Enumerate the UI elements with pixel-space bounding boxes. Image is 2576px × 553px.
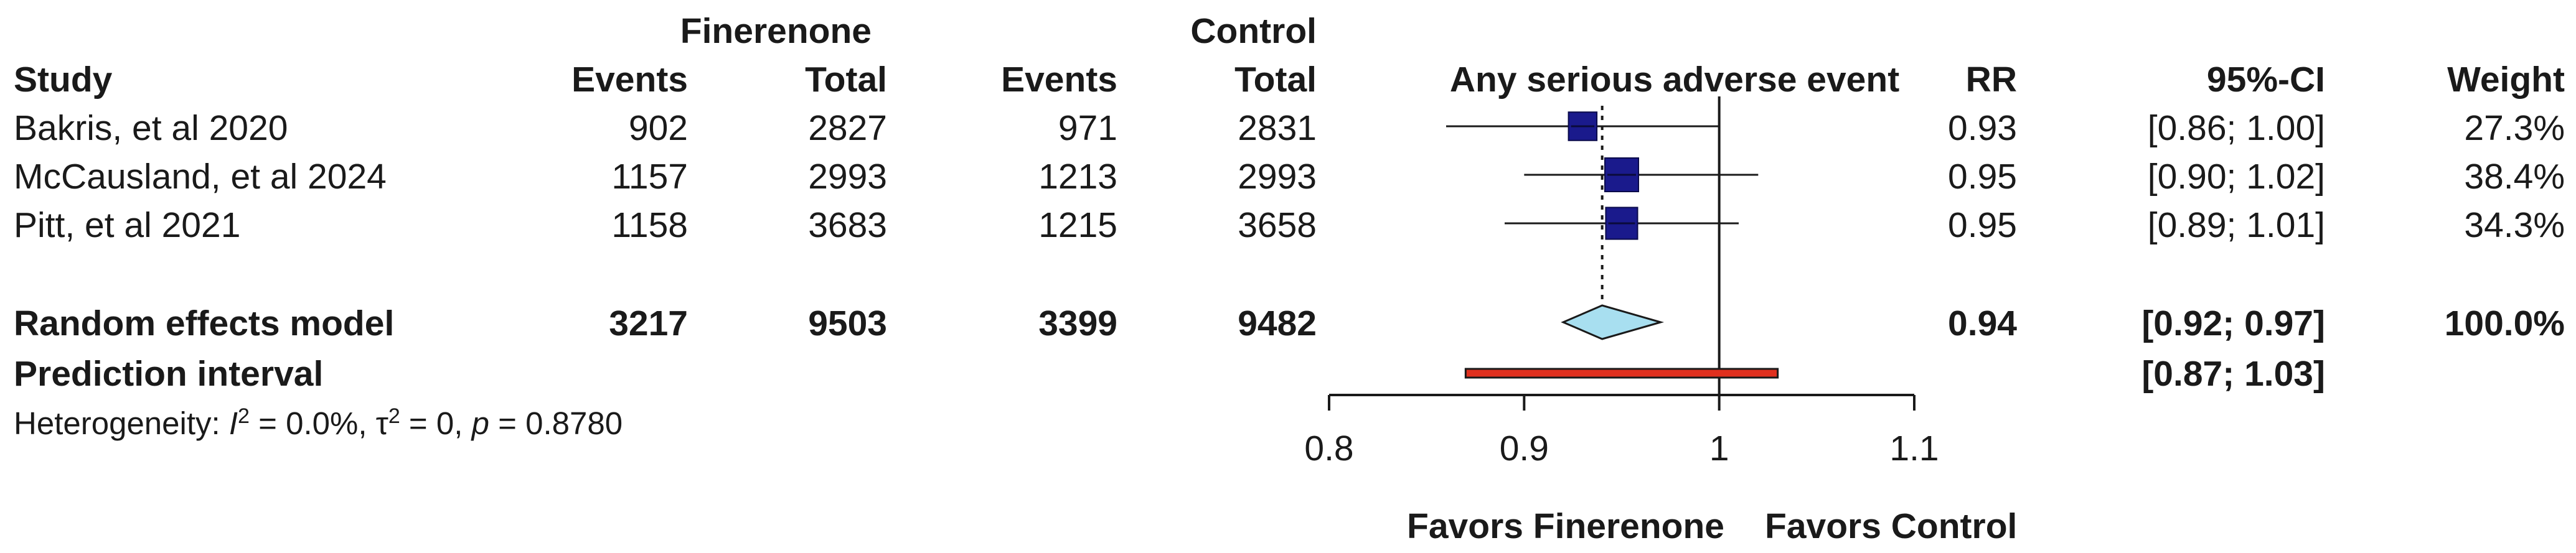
ci-cell: [0.86; 1.00]	[2147, 108, 2325, 148]
rr-cell: 0.93	[1948, 108, 2017, 148]
pooled-total2: 9482	[1238, 304, 1317, 343]
total1-cell: 3683	[808, 205, 887, 245]
total1-cell: 2827	[808, 108, 887, 148]
study-name: McCausland, et al 2024	[14, 157, 387, 197]
group1-header: Finerenone	[680, 11, 872, 51]
weight-cell: 34.3%	[2464, 205, 2565, 245]
weight-cell: 38.4%	[2464, 157, 2565, 197]
weight-header: Weight	[2447, 60, 2565, 100]
events1-cell: 902	[628, 108, 688, 148]
pooled-diamond	[1561, 304, 1665, 340]
events1-header: Events	[571, 60, 688, 100]
pooled-label: Random effects model	[14, 304, 395, 343]
pooled-rr: 0.94	[1948, 304, 2017, 343]
events2-cell: 971	[1058, 108, 1117, 148]
ci-cell: [0.90; 1.02]	[2147, 157, 2325, 197]
pooled-ci: [0.92; 0.97]	[2141, 304, 2325, 343]
total1-header: Total	[805, 60, 887, 100]
total2-cell: 2831	[1238, 108, 1317, 148]
pooled-events1: 3217	[609, 304, 688, 343]
rr-cell: 0.95	[1948, 157, 2017, 197]
x-tick-label: 0.8	[1304, 429, 1353, 468]
pooled-total1: 9503	[808, 304, 887, 343]
prediction-label: Prediction interval	[14, 354, 324, 394]
total1-cell: 2993	[808, 157, 887, 197]
study-header: Study	[14, 60, 113, 100]
rr-header: RR	[1965, 60, 2017, 100]
weight-cell: 27.3%	[2464, 108, 2565, 148]
pooled-weight: 100.0%	[2444, 304, 2565, 343]
heterogeneity-text: Heterogeneity: I2 = 0.0%, τ2 = 0, p = 0.…	[14, 404, 623, 441]
favors-right-label: Favors Control	[1765, 506, 2018, 546]
x-tick-label: 1	[1709, 429, 1729, 468]
favors-left-label: Favors Finerenone	[1407, 506, 1724, 546]
events1-cell: 1158	[611, 205, 688, 245]
events2-cell: 1213	[1038, 157, 1117, 197]
total2-header: Total	[1234, 60, 1317, 100]
ci-cell: [0.89; 1.01]	[2147, 205, 2325, 245]
rr-cell: 0.95	[1948, 205, 2017, 245]
study-name: Pitt, et al 2021	[14, 205, 241, 245]
prediction-ci: [0.87; 1.03]	[2141, 354, 2325, 394]
events2-header: Events	[1001, 60, 1117, 100]
pooled-events2: 3399	[1038, 304, 1117, 343]
study-name: Bakris, et al 2020	[14, 108, 288, 148]
ci-header: 95%-CI	[2206, 60, 2325, 100]
group2-header: Control	[1190, 11, 1317, 51]
total2-cell: 2993	[1238, 157, 1317, 197]
outcome-header: Any serious adverse event	[1449, 60, 1900, 100]
events1-cell: 1157	[611, 157, 688, 197]
x-tick-label: 0.9	[1500, 429, 1549, 468]
x-tick-label: 1.1	[1889, 429, 1939, 468]
total2-cell: 3658	[1238, 205, 1317, 245]
events2-cell: 1215	[1038, 205, 1117, 245]
prediction-interval-bar	[1464, 368, 1779, 379]
